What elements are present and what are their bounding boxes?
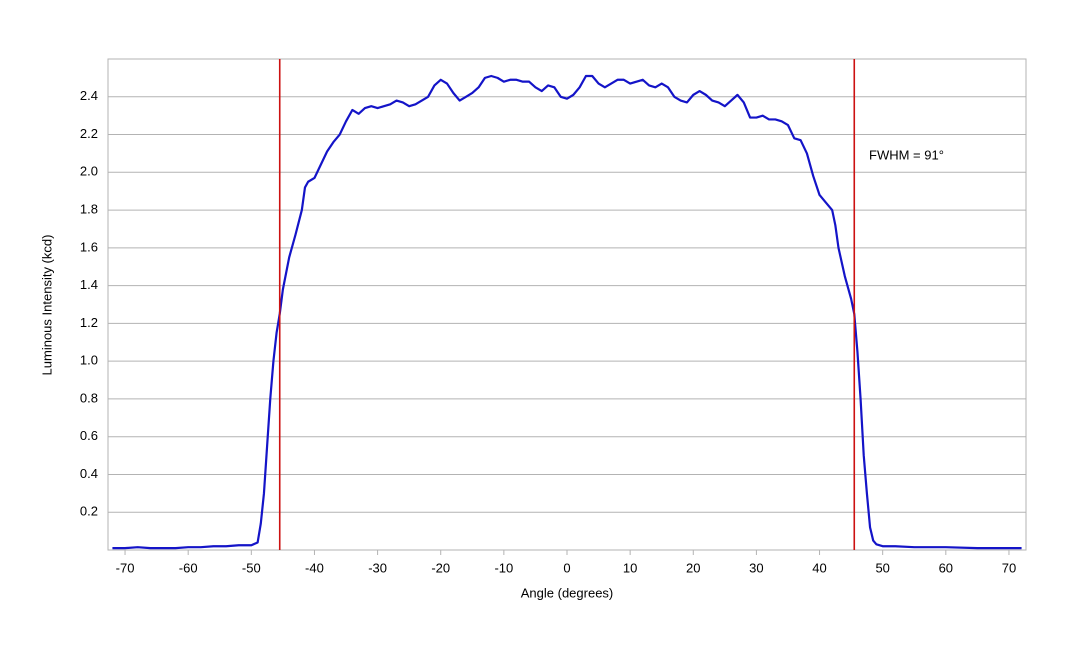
plot-frame	[107, 58, 1027, 551]
y-axis-title: Luminous Intensity (kcd)	[39, 235, 54, 376]
x-tick-label: -70	[116, 560, 135, 575]
y-tick-label: 1.8	[80, 202, 98, 217]
y-tick-label: 1.6	[80, 239, 98, 254]
x-tick-label: 60	[939, 560, 953, 575]
annotation: FWHM = 91°	[869, 147, 944, 162]
y-tick-label: 0.2	[80, 504, 98, 519]
y-tick-label: 2.2	[80, 126, 98, 141]
x-tick-label: -40	[305, 560, 324, 575]
x-tick-label: 50	[875, 560, 889, 575]
y-tick-label: 1.2	[80, 315, 98, 330]
x-axis-title: Angle (degrees)	[521, 585, 614, 600]
x-tick-label: 0	[563, 560, 570, 575]
x-tick-label: -10	[494, 560, 513, 575]
x-tick-label: -20	[431, 560, 450, 575]
y-tick-label: 1.0	[80, 353, 98, 368]
y-tick-label: 0.4	[80, 466, 98, 481]
y-tick-label: 1.4	[80, 277, 98, 292]
y-tick-label: 0.6	[80, 428, 98, 443]
x-tick-label: -30	[368, 560, 387, 575]
x-tick-label: 70	[1002, 560, 1016, 575]
x-tick-label: 20	[686, 560, 700, 575]
y-tick-label: 2.0	[80, 164, 98, 179]
x-tick-label: -50	[242, 560, 261, 575]
data-line	[112, 74, 1022, 550]
x-tick-label: 10	[623, 560, 637, 575]
y-tick-label: 2.4	[80, 88, 98, 103]
x-tick-label: 30	[749, 560, 763, 575]
x-tick-label: -60	[179, 560, 198, 575]
x-tick-label: 40	[812, 560, 826, 575]
y-tick-label: 0.8	[80, 390, 98, 405]
